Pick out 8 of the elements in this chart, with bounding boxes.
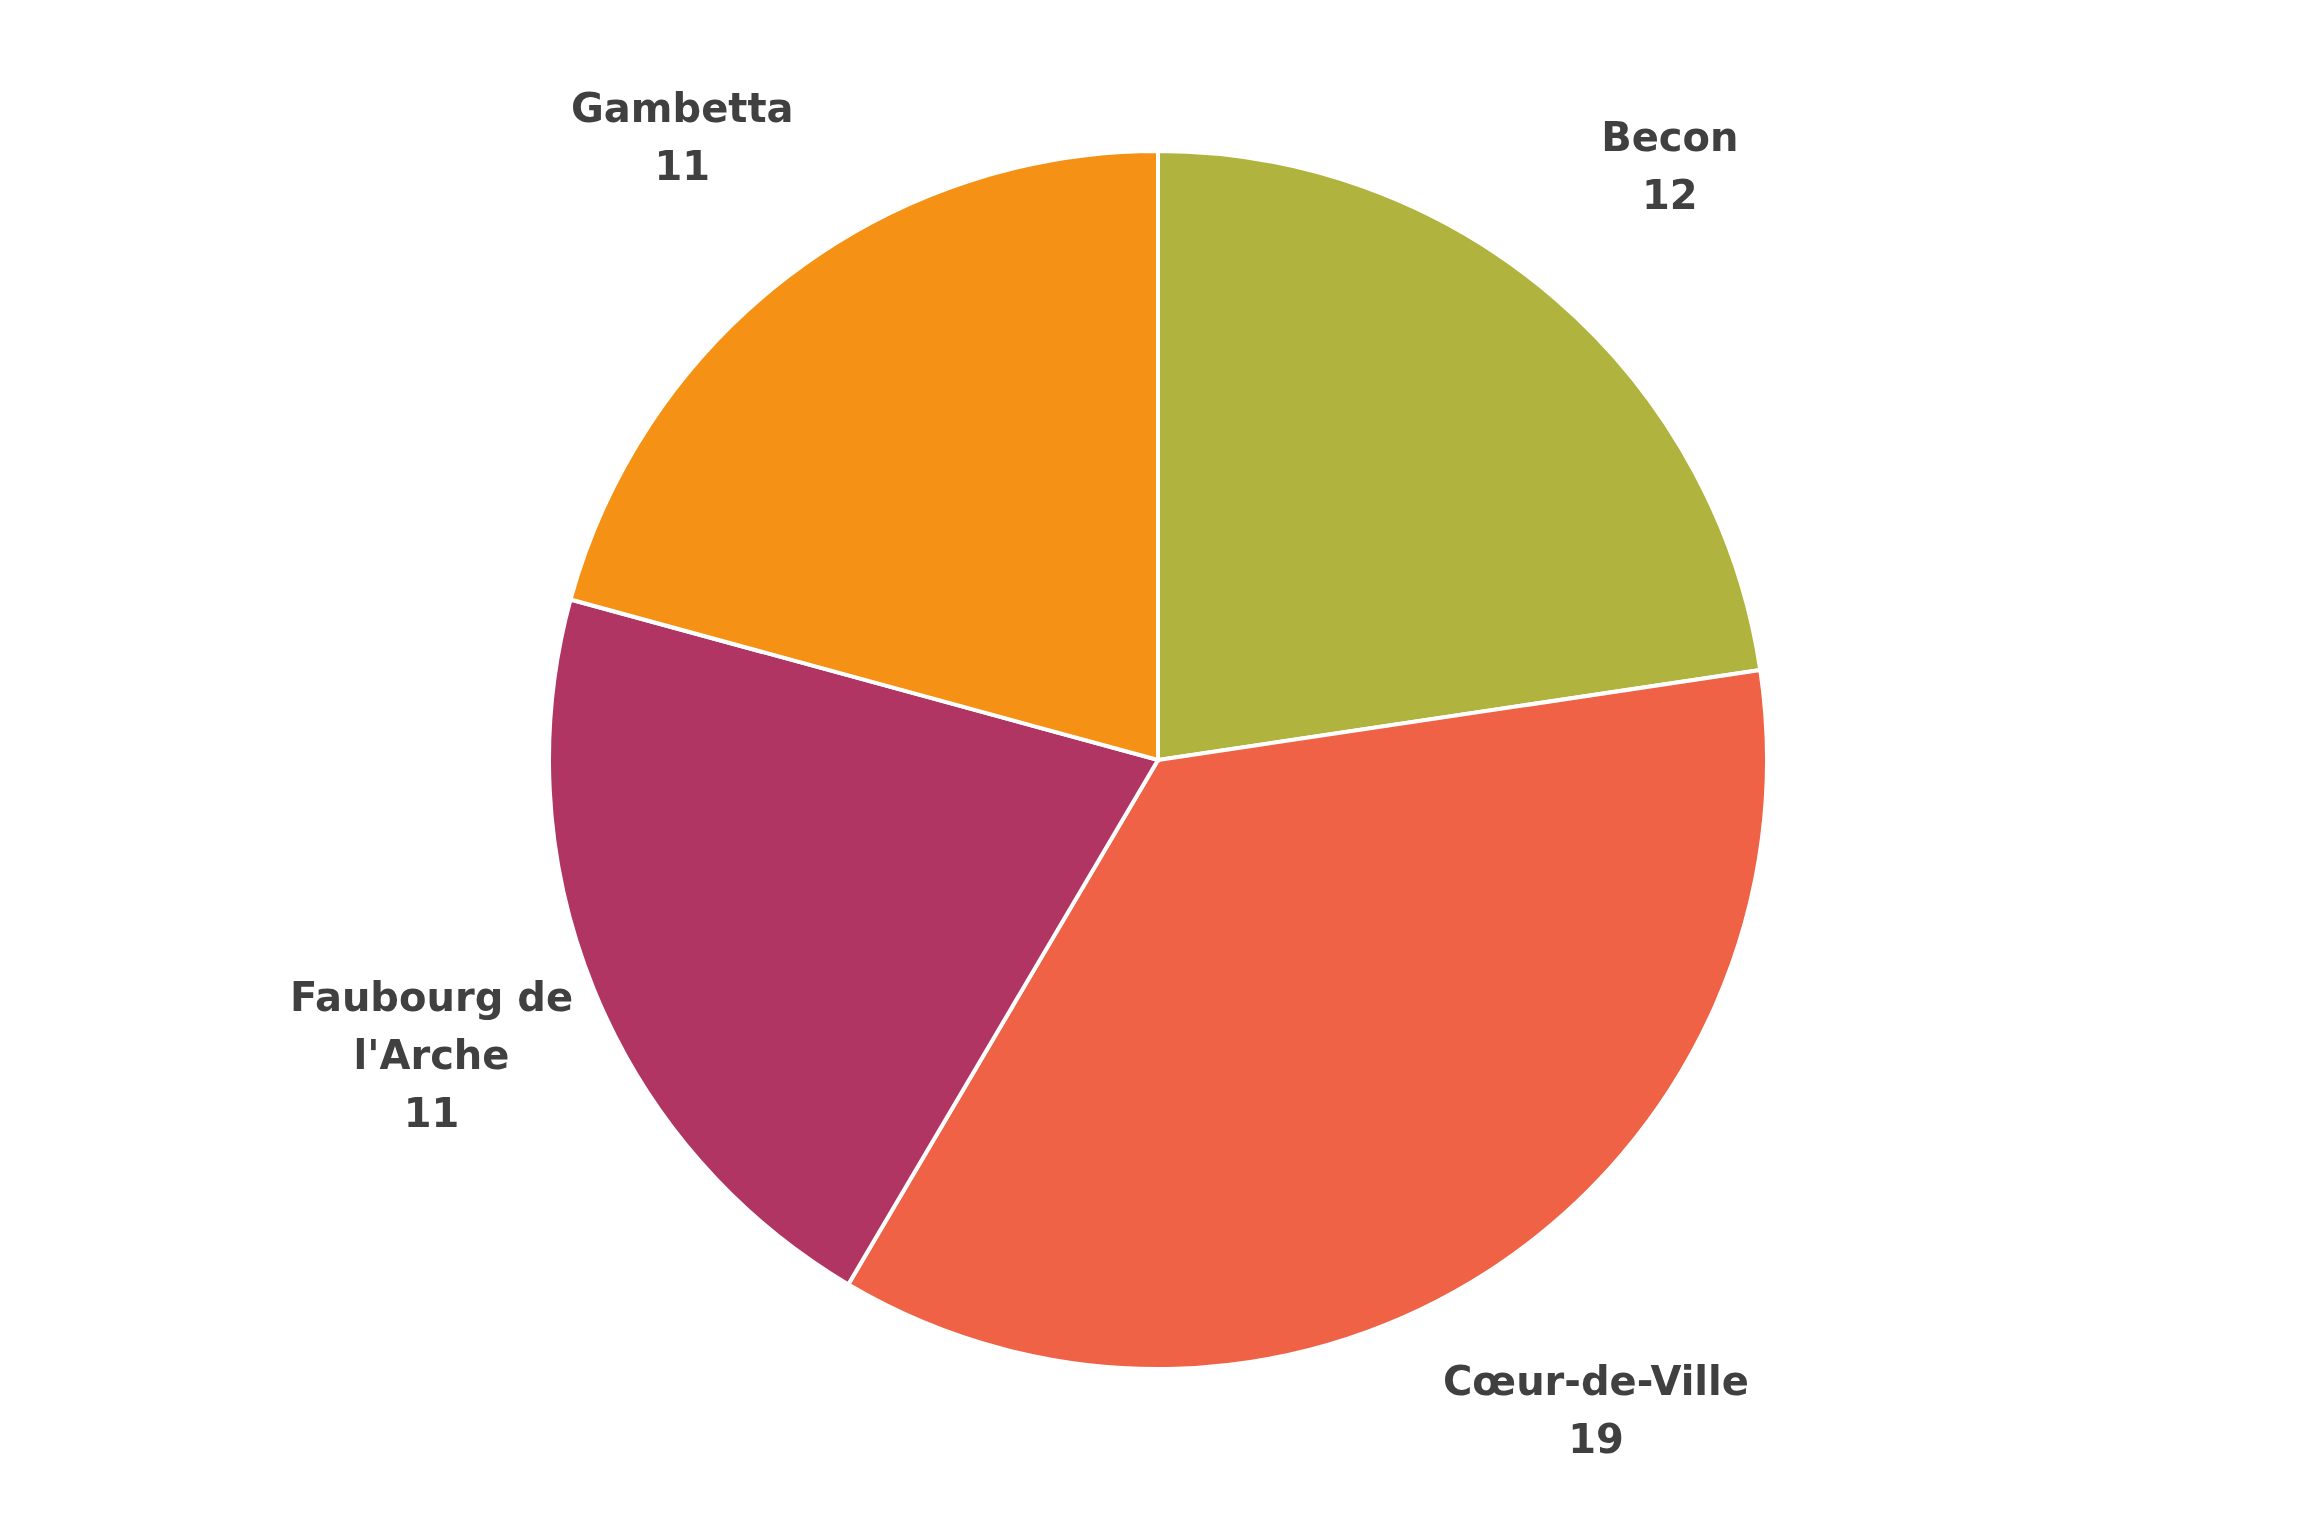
- data-label: 11: [654, 142, 711, 189]
- slice-label: Faubourg de l'Arche: [289, 973, 574, 1078]
- slice-label: Becon: [1601, 114, 1739, 161]
- data-label: 11: [403, 1089, 460, 1136]
- slice-label: Cœur-de-Ville: [1443, 1358, 1749, 1405]
- data-label: 19: [1568, 1416, 1624, 1463]
- slice-label: Gambetta: [571, 84, 794, 131]
- data-label: 12: [1641, 172, 1698, 219]
